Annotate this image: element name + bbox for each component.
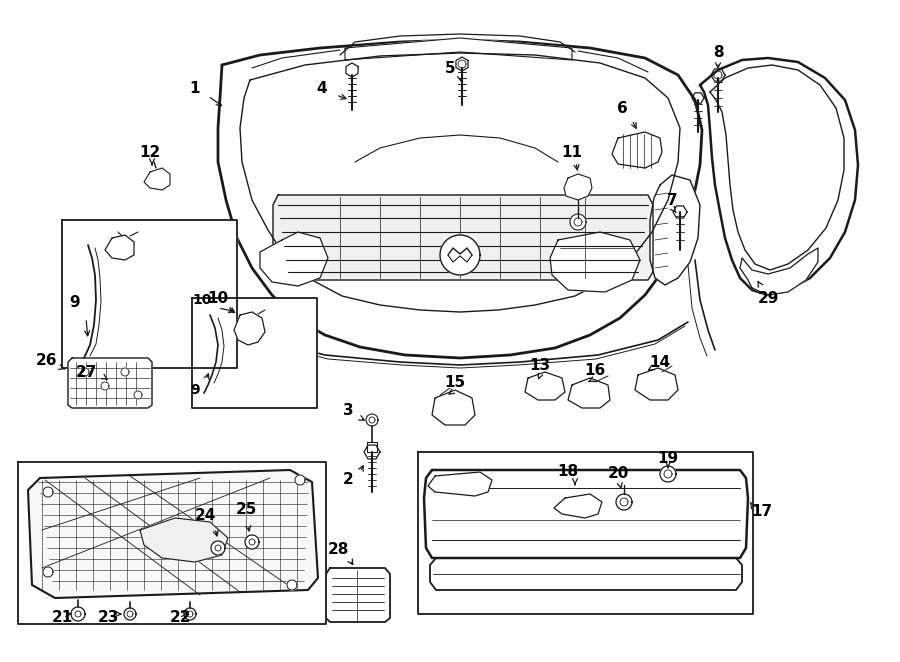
Text: 7: 7 [667, 193, 678, 207]
Polygon shape [424, 470, 748, 558]
Text: 11: 11 [562, 144, 582, 160]
Polygon shape [124, 608, 136, 620]
Text: 19: 19 [657, 451, 679, 465]
Polygon shape [101, 382, 109, 390]
Polygon shape [326, 568, 390, 622]
Polygon shape [554, 494, 602, 518]
Text: 9: 9 [190, 383, 200, 397]
Text: 26: 26 [35, 352, 57, 367]
Polygon shape [432, 390, 475, 425]
Polygon shape [218, 40, 702, 358]
Text: 16: 16 [584, 363, 606, 377]
Text: 13: 13 [529, 357, 551, 373]
Polygon shape [287, 580, 297, 590]
Polygon shape [612, 132, 662, 168]
Text: 4: 4 [317, 81, 328, 95]
Polygon shape [105, 235, 134, 260]
Polygon shape [234, 312, 265, 345]
Polygon shape [245, 535, 259, 549]
Text: 28: 28 [328, 542, 348, 557]
Polygon shape [62, 220, 237, 368]
Polygon shape [367, 442, 377, 452]
Polygon shape [43, 487, 53, 497]
Polygon shape [635, 368, 678, 400]
Text: 27: 27 [76, 365, 96, 379]
Text: 29: 29 [757, 291, 778, 305]
Polygon shape [121, 368, 129, 376]
Polygon shape [71, 607, 85, 621]
Polygon shape [18, 462, 326, 624]
Polygon shape [273, 195, 653, 280]
Polygon shape [144, 168, 170, 190]
Text: 10: 10 [207, 291, 229, 305]
Text: 25: 25 [235, 502, 256, 518]
Polygon shape [260, 232, 328, 286]
Polygon shape [134, 391, 142, 399]
Polygon shape [650, 175, 700, 285]
Polygon shape [550, 232, 640, 292]
Text: 21: 21 [51, 610, 73, 626]
Text: 1: 1 [190, 81, 201, 95]
Polygon shape [81, 368, 89, 376]
Polygon shape [564, 174, 592, 200]
Polygon shape [418, 452, 753, 614]
Polygon shape [345, 38, 572, 60]
Polygon shape [192, 298, 317, 408]
Polygon shape [568, 378, 610, 408]
Polygon shape [430, 558, 742, 590]
Text: 9: 9 [69, 295, 80, 310]
Polygon shape [525, 372, 565, 400]
Polygon shape [184, 608, 196, 620]
Text: 24: 24 [194, 508, 216, 522]
Polygon shape [428, 472, 492, 496]
Text: 8: 8 [713, 44, 724, 60]
Text: 3: 3 [343, 402, 354, 418]
Text: 12: 12 [140, 144, 160, 160]
Polygon shape [440, 235, 480, 275]
Polygon shape [700, 58, 858, 295]
Polygon shape [211, 541, 225, 555]
Polygon shape [295, 475, 305, 485]
Polygon shape [140, 518, 228, 562]
Text: 17: 17 [752, 504, 772, 520]
Polygon shape [68, 358, 152, 408]
Polygon shape [43, 567, 53, 577]
Text: 2: 2 [343, 473, 354, 487]
Text: 14: 14 [650, 354, 670, 369]
Text: 10: 10 [193, 293, 212, 307]
Text: 5: 5 [445, 60, 455, 75]
Polygon shape [570, 214, 586, 230]
Text: 6: 6 [616, 101, 627, 115]
Text: 23: 23 [97, 610, 119, 626]
Polygon shape [660, 466, 676, 482]
Text: 20: 20 [608, 467, 629, 481]
Text: 22: 22 [169, 610, 191, 626]
Polygon shape [740, 248, 818, 295]
Text: 18: 18 [557, 465, 579, 479]
Text: 15: 15 [445, 375, 465, 389]
Polygon shape [616, 494, 632, 510]
Polygon shape [366, 414, 378, 426]
Polygon shape [28, 470, 318, 598]
